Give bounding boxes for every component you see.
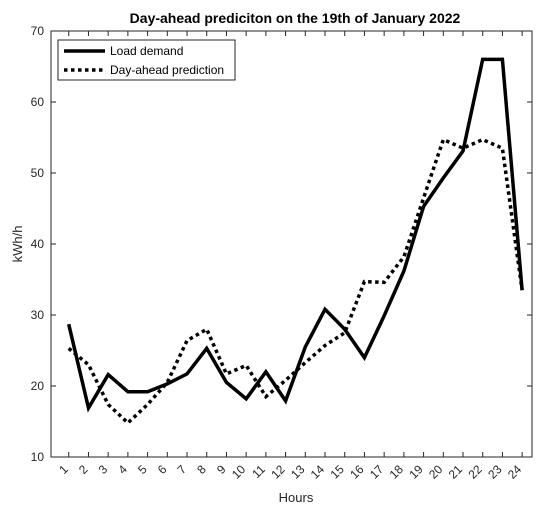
x-tick-label: 18 xyxy=(387,462,407,482)
x-tick-label: 11 xyxy=(249,462,268,481)
y-tick-label: 40 xyxy=(31,237,45,251)
x-tick-label: 23 xyxy=(485,462,505,482)
y-tick-label: 10 xyxy=(31,450,45,464)
legend-label-load-demand: Load demand xyxy=(110,44,183,58)
x-tick-label: 16 xyxy=(347,462,367,482)
y-tick-label: 60 xyxy=(31,95,45,109)
y-tick-label: 70 xyxy=(31,24,45,38)
x-tick-label: 5 xyxy=(135,462,150,477)
x-tick-label: 8 xyxy=(194,462,209,477)
x-tick-label: 6 xyxy=(155,462,170,477)
x-tick-label: 15 xyxy=(328,462,348,482)
y-axis: 10 20 30 40 50 60 70 xyxy=(31,24,532,464)
x-tick-label: 9 xyxy=(214,462,229,477)
y-axis-label: kWh/h xyxy=(10,226,25,263)
y-tick-label: 50 xyxy=(31,166,45,180)
x-tick-label: 14 xyxy=(308,462,328,482)
x-tick-label: 20 xyxy=(426,462,446,482)
series-line-load-demand xyxy=(66,57,524,413)
chart-title: Day-ahead prediciton on the 19th of Janu… xyxy=(130,10,461,26)
x-tick-label: 10 xyxy=(229,462,249,482)
x-tick-label: 7 xyxy=(175,462,190,477)
legend: Load demand Day-ahead prediction xyxy=(57,39,236,81)
x-tick-label: 4 xyxy=(115,462,130,477)
y-tick-label: 20 xyxy=(31,379,45,393)
x-tick-label: 12 xyxy=(268,462,288,482)
x-tick-label: 22 xyxy=(465,462,485,482)
x-tick-label: 17 xyxy=(367,462,387,482)
x-tick-label: 19 xyxy=(406,462,426,482)
x-tick-label: 3 xyxy=(96,462,111,477)
series-line-day-ahead-prediction xyxy=(67,137,524,426)
plot-area xyxy=(50,30,533,458)
legend-box xyxy=(57,39,236,81)
x-axis-label: Hours xyxy=(279,490,314,505)
series-layer xyxy=(66,57,524,426)
x-tick-label: 13 xyxy=(288,462,308,482)
x-tick-label: 21 xyxy=(446,462,466,482)
y-tick-label: 30 xyxy=(31,308,45,322)
x-tick-label: 24 xyxy=(505,462,525,482)
legend-label-day-ahead-prediction: Day-ahead prediction xyxy=(110,63,224,77)
x-tick-label: 2 xyxy=(76,462,91,477)
x-tick-label: 1 xyxy=(56,462,71,477)
